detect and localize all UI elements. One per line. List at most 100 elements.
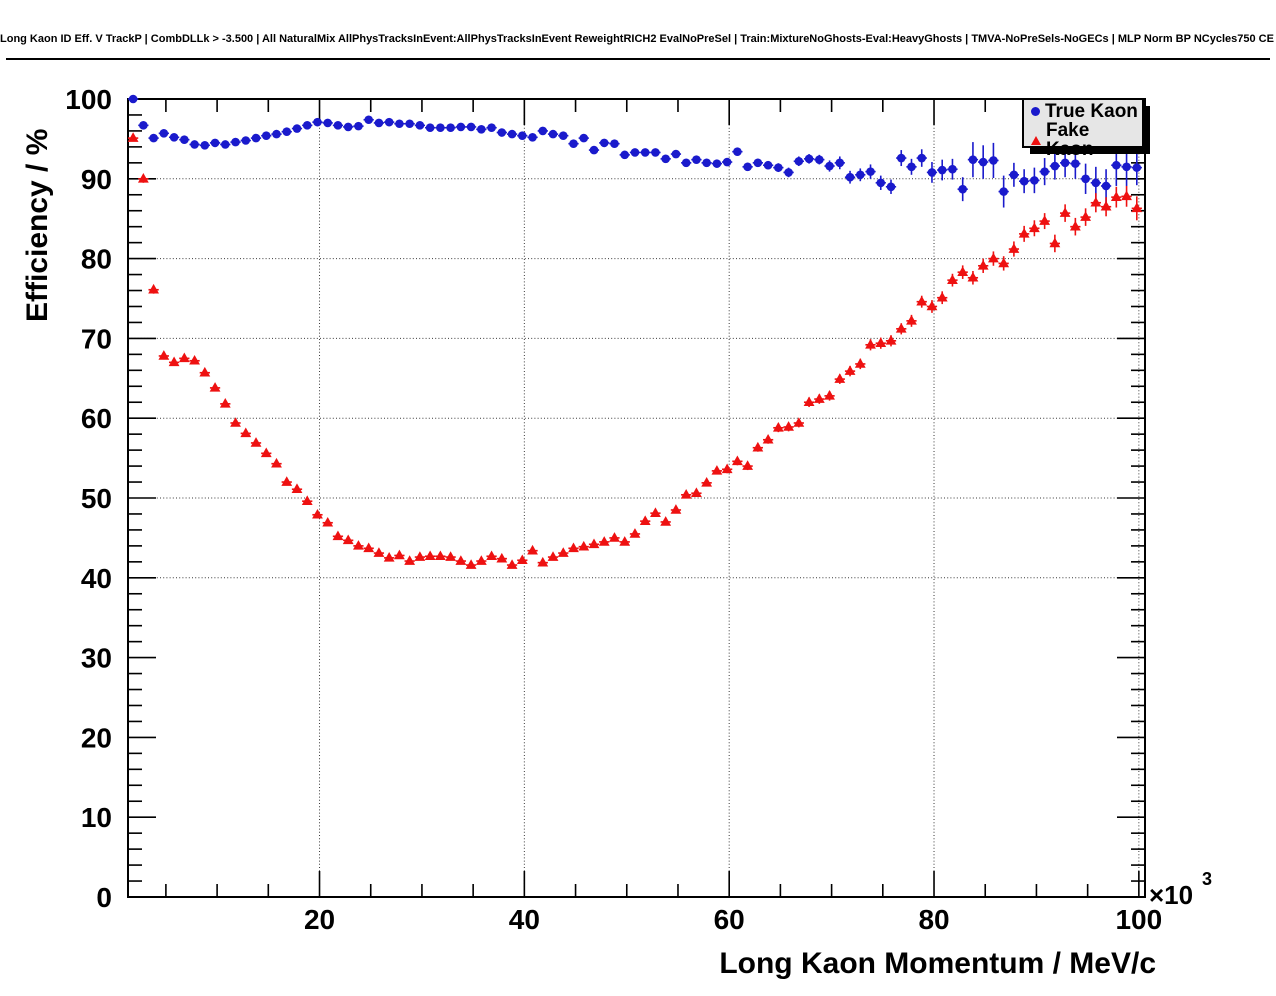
data-point-fake-kaon (793, 417, 805, 427)
data-point-true-kaon (313, 117, 322, 127)
y-tick-label: 50 (81, 483, 112, 514)
data-point-true-kaon (1009, 170, 1019, 180)
data-point-true-kaon (589, 145, 599, 155)
data-point-fake-kaon (506, 559, 518, 569)
x-tick-label: 80 (918, 904, 949, 935)
data-point-true-kaon (978, 157, 988, 167)
data-point-fake-kaon (281, 476, 293, 486)
data-point-fake-kaon (486, 550, 497, 561)
data-point-fake-kaon (977, 259, 989, 270)
legend: True Kaon Fake Kaon (1022, 98, 1144, 159)
data-point-fake-kaon (199, 366, 211, 377)
data-point-true-kaon (702, 158, 711, 168)
x-tick-label: 60 (714, 904, 745, 935)
data-point-fake-kaon (619, 536, 631, 546)
data-point-fake-kaon (250, 437, 262, 447)
data-point-fake-kaon (353, 540, 364, 550)
data-point-true-kaon (733, 147, 742, 156)
data-point-true-kaon (999, 187, 1008, 196)
data-point-fake-kaon (1100, 200, 1112, 211)
data-point-fake-kaon (168, 356, 180, 367)
data-point-fake-kaon (895, 323, 907, 333)
data-point-true-kaon (579, 133, 589, 143)
data-point-fake-kaon (1090, 196, 1102, 207)
data-point-true-kaon (743, 162, 752, 172)
data-point-true-kaon (774, 163, 783, 172)
data-point-fake-kaon (711, 465, 723, 475)
data-point-true-kaon (149, 133, 158, 143)
data-point-fake-kaon (803, 396, 815, 407)
y-tick-label: 90 (81, 164, 112, 195)
data-point-true-kaon (220, 140, 230, 149)
data-point-true-kaon (507, 129, 517, 139)
data-point-true-kaon (200, 140, 210, 150)
data-point-fake-kaon (230, 417, 241, 427)
data-point-fake-kaon (988, 252, 999, 263)
data-point-fake-kaon (875, 337, 887, 347)
data-point-true-kaon (681, 158, 691, 168)
y-tick-label: 0 (96, 882, 112, 913)
data-point-true-kaon (753, 158, 763, 168)
y-tick-label: 60 (81, 403, 112, 434)
data-point-fake-kaon (455, 555, 467, 565)
data-point-fake-kaon (332, 530, 344, 541)
plot-frame (127, 98, 1146, 898)
data-point-true-kaon (1071, 159, 1080, 168)
data-point-fake-kaon (516, 554, 528, 565)
data-point-true-kaon (487, 123, 496, 133)
data-point-fake-kaon (414, 551, 426, 561)
data-point-true-kaon (886, 182, 896, 192)
data-point-fake-kaon (854, 358, 866, 368)
data-point-true-kaon (302, 121, 312, 130)
data-point-fake-kaon (926, 300, 938, 311)
data-point-true-kaon (1030, 176, 1039, 185)
data-point-fake-kaon (885, 334, 897, 345)
data-point-true-kaon (958, 184, 967, 194)
data-point-true-kaon (1132, 163, 1142, 172)
data-point-fake-kaon (291, 483, 303, 494)
data-point-true-kaon (272, 129, 281, 139)
data-point-fake-kaon (691, 487, 702, 498)
data-point-true-kaon (948, 164, 957, 174)
data-point-true-kaon (190, 140, 199, 149)
data-point-fake-kaon (721, 463, 733, 474)
data-point-fake-kaon (363, 542, 375, 553)
data-point-true-kaon (855, 170, 865, 180)
data-point-true-kaon (989, 156, 998, 165)
data-point-fake-kaon (1121, 190, 1132, 201)
data-point-true-kaon (180, 135, 189, 144)
data-point-fake-kaon (701, 477, 713, 487)
legend-label-true-kaon: True Kaon (1045, 101, 1138, 122)
data-point-true-kaon (374, 118, 384, 128)
data-point-true-kaon (261, 131, 271, 141)
data-point-fake-kaon (1131, 202, 1143, 213)
data-point-true-kaon (907, 162, 916, 172)
data-point-fake-kaon (424, 550, 436, 561)
data-point-fake-kaon (762, 433, 774, 444)
data-point-fake-kaon (1080, 211, 1091, 221)
data-point-true-kaon (405, 119, 414, 129)
data-point-fake-kaon (578, 540, 590, 551)
data-point-fake-kaon (404, 555, 416, 565)
data-point-true-kaon (446, 123, 455, 133)
data-point-fake-kaon (680, 489, 692, 499)
data-point-true-kaon (333, 121, 343, 130)
data-point-fake-kaon (629, 528, 641, 538)
data-point-fake-kaon (834, 373, 846, 383)
page-title: Long Kaon ID Eff. V TrackP | CombDLLk > … (0, 33, 1276, 45)
data-point-true-kaon (692, 155, 701, 164)
y-tick-label: 10 (81, 802, 112, 833)
data-point-fake-kaon (1039, 215, 1051, 225)
y-tick-label: 20 (81, 722, 112, 753)
data-point-true-kaon (845, 172, 855, 182)
data-point-true-kaon (364, 115, 373, 125)
data-point-fake-kaon (312, 508, 323, 519)
data-point-fake-kaon (588, 538, 600, 549)
data-point-true-kaon (763, 160, 773, 170)
data-point-true-kaon (477, 125, 486, 134)
data-point-true-kaon (139, 121, 148, 130)
legend-label-fake-kaon: Fake Kaon (1046, 120, 1094, 160)
data-point-fake-kaon (322, 516, 334, 527)
